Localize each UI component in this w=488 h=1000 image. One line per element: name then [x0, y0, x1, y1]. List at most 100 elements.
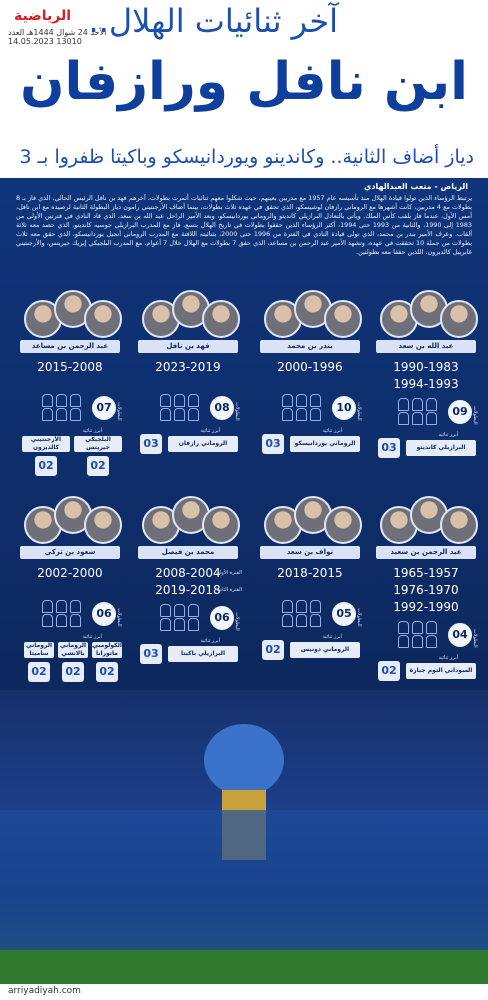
president-photo: [264, 506, 302, 544]
coach-titles: 03: [378, 438, 400, 458]
top-duo-label: أبرز ثنائية: [200, 638, 220, 644]
titles-count: 10: [332, 396, 356, 420]
byline: الرياض - متعب العبدالهادي: [364, 182, 468, 191]
president-card: عبد الرحمن بن سعيد 1965-1957 1976-1970 1992…: [370, 488, 482, 688]
coach-name: الكولومبي ماتورانا: [92, 642, 122, 658]
coach-name: الروماني رازفان: [168, 436, 238, 452]
coach-name: البرازيلي باكيتا: [168, 646, 238, 662]
president-name: محمد بن فيصل: [138, 546, 238, 559]
trophy-icon: [70, 408, 81, 421]
trophy-icon: [310, 600, 321, 613]
trophy-icon: [296, 408, 307, 421]
coach-name: السوداني التوم جبارة: [406, 663, 476, 679]
site-url: arriyadiyah.com: [8, 986, 81, 996]
titles-label: البطولات: [472, 406, 478, 425]
titles-label: البطولات: [116, 608, 122, 627]
trophy-icon: [188, 408, 199, 421]
titles-count: 09: [448, 400, 472, 424]
trophy-icon: [310, 614, 321, 627]
president-name: عبد الرحمن بن سعيد: [376, 546, 476, 559]
article-body: يرتبط الرؤساء الذين تولوا قيادة الهلال م…: [16, 194, 473, 256]
period-years: 1976-1970: [393, 583, 459, 597]
trophy-icon: [412, 621, 423, 634]
trophy-icon: [42, 408, 53, 421]
president-photo: [24, 300, 62, 338]
president-photo: [324, 300, 362, 338]
titles-label: البطولات: [234, 402, 240, 421]
trophy-icon: [282, 394, 293, 407]
header: [0, 0, 488, 178]
titles-count: 06: [210, 606, 234, 630]
trophy-icon: [56, 600, 67, 613]
footer: [0, 984, 488, 1000]
period-years: 1965-1957: [393, 566, 459, 580]
trophy-ball: [204, 724, 284, 796]
trophy-icon: [310, 408, 321, 421]
titles-label: البطولات: [116, 402, 122, 421]
titles-count: 06: [92, 602, 116, 626]
trophy-icon: [282, 408, 293, 421]
period-years: 2015-2008: [37, 360, 103, 374]
titles-label: البطولات: [234, 612, 240, 631]
trophy-icon: [188, 618, 199, 631]
president-photo: [380, 506, 418, 544]
trophy-icon: [160, 604, 171, 617]
coach-name: الروماني دونيس: [290, 642, 360, 658]
trophy-icon: [412, 412, 423, 425]
period-years: 2018-2015: [277, 566, 343, 580]
coach-name: البرازيلي كانديتو: [406, 440, 476, 456]
president-card: عبد الله بن سعد 1990-1983 1994-1993 09 البطو…: [370, 282, 482, 482]
president-card: بندر بن محمد 2000-1996 10 البطولات أبرز ثنائ…: [254, 282, 366, 482]
trophy-icon: [70, 614, 81, 627]
trophy-icon: [188, 604, 199, 617]
president-card: عبد الرحمن بن مساعد 2015-2008 07 البطولات أب…: [14, 282, 126, 482]
trophy-icon: [398, 398, 409, 411]
coach-name: الروماني ساميتا: [24, 642, 54, 658]
period-years: 1992-1990: [393, 600, 459, 614]
president-photo: [84, 300, 122, 338]
top-duo-label: أبرز ثنائية: [82, 634, 102, 640]
trophy-icon: [42, 600, 53, 613]
president-name: عبد الرحمن بن مساعد: [20, 340, 120, 353]
coach-titles: 02: [87, 456, 109, 476]
period-years: 1994-1993: [393, 377, 459, 391]
president-photo: [324, 506, 362, 544]
coach-titles: 02: [378, 661, 400, 681]
pitch: [0, 950, 488, 985]
trophy-icon: [426, 635, 437, 648]
coach-titles: 03: [140, 434, 162, 454]
trophy-icon: [56, 408, 67, 421]
president-card: فهد بن نافل 2023-2019 08 البطولات أبرز ثنائي…: [132, 282, 244, 482]
coach-titles: 02: [96, 662, 118, 682]
trophy-icon: [398, 635, 409, 648]
coach-titles: 03: [262, 434, 284, 454]
president-name: نواف بن سعد: [260, 546, 360, 559]
president-card: محمد بن فيصل الفترة الأولى 2008-2004 الفترة…: [132, 488, 244, 688]
titles-label: البطولات: [356, 402, 362, 421]
period-years: 2008-2004: [155, 566, 221, 580]
trophy-icon: [188, 394, 199, 407]
titles-label: البطولات: [472, 629, 478, 648]
period-years: 2019-2018: [155, 583, 221, 597]
players: [0, 810, 488, 960]
trophy-icon: [426, 412, 437, 425]
trophy-icon: [174, 618, 185, 631]
coach-name: البلجيكي جيريتس: [74, 436, 122, 452]
coach-name: الأرجنتيني كالديرون: [22, 436, 70, 452]
top-duo-label: أبرز ثنائية: [200, 428, 220, 434]
titles-count: 04: [448, 623, 472, 647]
trophy-icon: [426, 398, 437, 411]
president-photo: [202, 506, 240, 544]
trophy-icon: [174, 394, 185, 407]
president-name: بندر بن محمد: [260, 340, 360, 353]
kicker: آخر ثنائيات الهلال..: [88, 2, 339, 40]
president-name: سعود بن تركي: [20, 546, 120, 559]
trophy-icon: [296, 614, 307, 627]
president-name: عبد الله بن سعد: [376, 340, 476, 353]
president-photo: [202, 300, 240, 338]
titles-count: 08: [210, 396, 234, 420]
trophy-icon: [282, 600, 293, 613]
trophy-icon: [70, 394, 81, 407]
coach-name: الروماني يوردانيسكو: [290, 436, 360, 452]
president-photo: [440, 506, 478, 544]
